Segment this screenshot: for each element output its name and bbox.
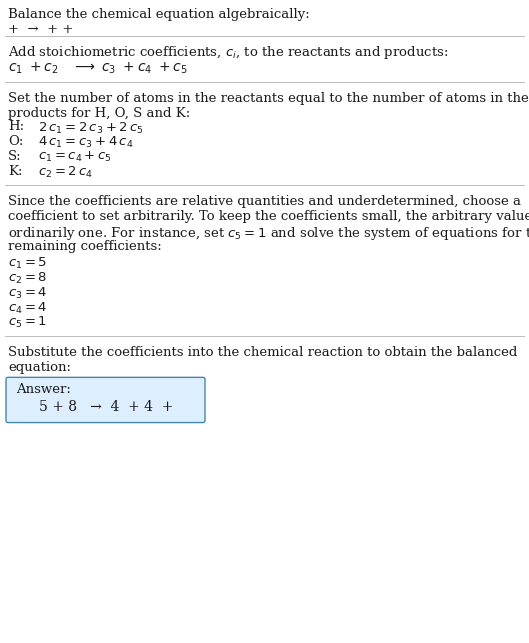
Text: $c_1\ +c_2\quad \longrightarrow\ c_3\ +c_4\ +c_5$: $c_1\ +c_2\quad \longrightarrow\ c_3\ +c…: [8, 60, 188, 76]
Text: products for H, O, S and K:: products for H, O, S and K:: [8, 107, 190, 120]
FancyBboxPatch shape: [6, 377, 205, 422]
Text: Substitute the coefficients into the chemical reaction to obtain the balanced: Substitute the coefficients into the che…: [8, 346, 517, 359]
Text: $c_1 = 5$: $c_1 = 5$: [8, 257, 47, 271]
Text: coefficient to set arbitrarily. To keep the coefficients small, the arbitrary va: coefficient to set arbitrarily. To keep …: [8, 210, 529, 223]
Text: +  →  + +: + → + +: [8, 23, 74, 36]
Text: $c_2 = 2\,c_4$: $c_2 = 2\,c_4$: [38, 165, 93, 180]
Text: Add stoichiometric coefficients, $c_i$, to the reactants and products:: Add stoichiometric coefficients, $c_i$, …: [8, 44, 449, 61]
Text: H:: H:: [8, 120, 24, 134]
Text: $4\,c_1 = c_3 + 4\,c_4$: $4\,c_1 = c_3 + 4\,c_4$: [38, 135, 133, 150]
Text: K:: K:: [8, 165, 23, 177]
Text: Answer:: Answer:: [16, 383, 71, 396]
Text: ordinarily one. For instance, set $c_5 = 1$ and solve the system of equations fo: ordinarily one. For instance, set $c_5 =…: [8, 225, 529, 242]
Text: S:: S:: [8, 150, 22, 163]
Text: equation:: equation:: [8, 361, 71, 374]
Text: $2\,c_1 = 2\,c_3 + 2\,c_5$: $2\,c_1 = 2\,c_3 + 2\,c_5$: [38, 120, 144, 136]
Text: Set the number of atoms in the reactants equal to the number of atoms in the: Set the number of atoms in the reactants…: [8, 93, 529, 105]
Text: $c_3 = 4$: $c_3 = 4$: [8, 285, 48, 301]
Text: remaining coefficients:: remaining coefficients:: [8, 240, 162, 253]
Text: $c_2 = 8$: $c_2 = 8$: [8, 271, 47, 286]
Text: $c_5 = 1$: $c_5 = 1$: [8, 315, 47, 331]
Text: Balance the chemical equation algebraically:: Balance the chemical equation algebraica…: [8, 8, 310, 21]
Text: 5 + 8   →  4  + 4  +: 5 + 8 → 4 + 4 +: [26, 401, 174, 414]
Text: $c_1 = c_4 + c_5$: $c_1 = c_4 + c_5$: [38, 150, 112, 164]
Text: Since the coefficients are relative quantities and underdetermined, choose a: Since the coefficients are relative quan…: [8, 195, 521, 208]
Text: $c_4 = 4$: $c_4 = 4$: [8, 300, 48, 316]
Text: O:: O:: [8, 135, 23, 148]
